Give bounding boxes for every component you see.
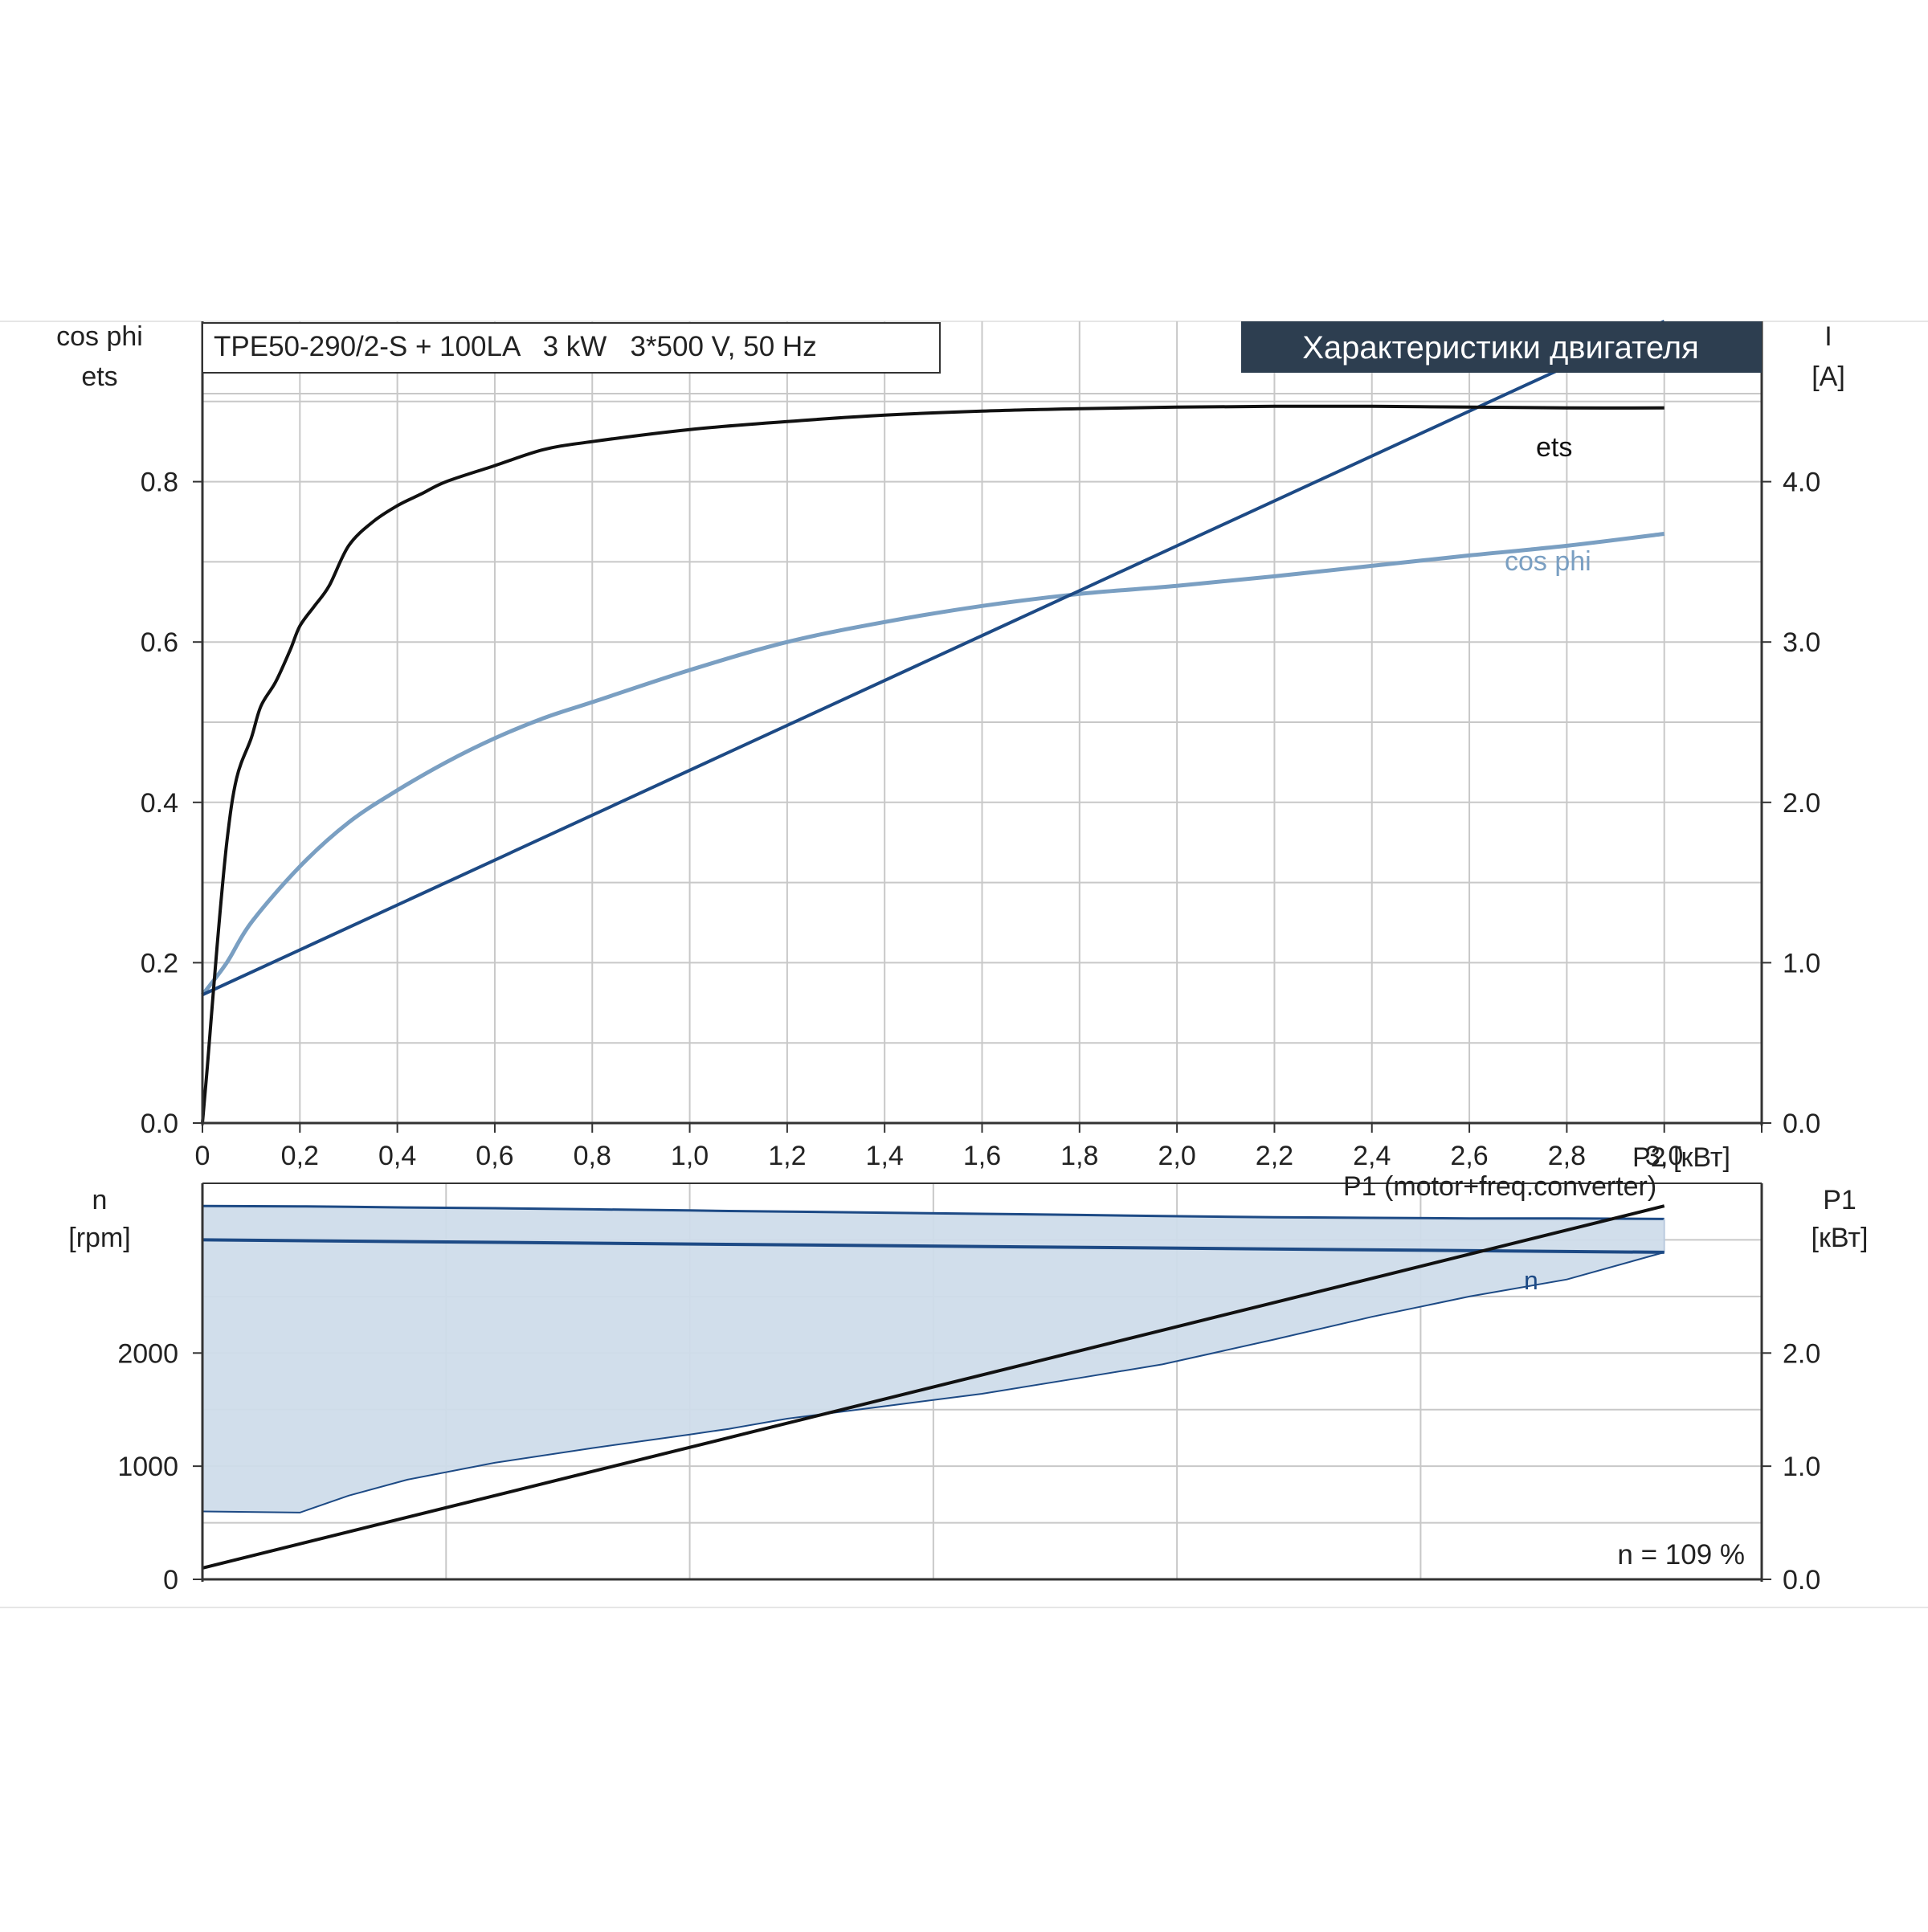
upper-left-axis-label-1: cos phi — [56, 321, 143, 352]
upper-right-tick-label: 4.0 — [1783, 468, 1820, 498]
upper-grid — [202, 321, 1762, 1123]
lower-right-tick-label: 1.0 — [1783, 1452, 1820, 1482]
upper-x-tick-label: 0 — [195, 1141, 210, 1171]
lower-x-axis-label: P1 (motor+freq.converter) — [1343, 1171, 1656, 1202]
upper-x-tick-label: 0,2 — [281, 1141, 319, 1171]
upper-x-tick-label: 1,8 — [1060, 1141, 1098, 1171]
lower-left-axis-label-2: [rpm] — [68, 1223, 130, 1253]
upper-right-tick-label: 2.0 — [1783, 788, 1820, 819]
upper-x-tick-label: 2,2 — [1256, 1141, 1293, 1171]
model-box — [202, 322, 941, 374]
p1-series-line — [202, 1204, 1665, 1570]
cos-phi-series-line — [201, 532, 1665, 996]
upper-left-tick-label: 0.6 — [141, 627, 178, 658]
speed-range-area — [202, 1206, 1665, 1513]
ets-series-line — [201, 404, 1665, 1124]
upper-right-tick-label: 3.0 — [1783, 627, 1820, 658]
upper-x-tick-label: 3,0 — [1645, 1141, 1683, 1171]
cos-phi-series-label: cos phi — [1505, 546, 1591, 577]
upper-right-axis-label-2: [A] — [1812, 361, 1845, 392]
lower-left-tick-label: 1000 — [117, 1452, 178, 1482]
tick-labels: 0 0,2 0,4 0,6 0,8 1,0 1,2 1,4 1,6 1,8 2,0 2,2 2,4 2,6… — [117, 468, 1820, 1595]
upper-x-tick-label: 0,4 — [378, 1141, 416, 1171]
upper-left-tick-label: 0.4 — [141, 788, 178, 819]
upper-left-tick-label: 0.2 — [141, 948, 178, 978]
speed-range-upper-line — [202, 1204, 1665, 1220]
lower-plot-marks — [202, 1204, 1665, 1570]
upper-x-tick-label: 1,0 — [671, 1141, 709, 1171]
lower-right-axis-label-2: [кВт] — [1812, 1223, 1869, 1253]
upper-left-tick-label: 0.0 — [141, 1109, 178, 1139]
ets-series-label: ets — [1536, 432, 1572, 463]
upper-x-tick-label: 2,8 — [1548, 1141, 1586, 1171]
upper-x-tick-label: 0,6 — [476, 1141, 513, 1171]
lower-left-tick-label: 0 — [163, 1565, 178, 1595]
upper-x-tick-label: 2,4 — [1353, 1141, 1391, 1171]
upper-x-tick-label: 1,4 — [866, 1141, 904, 1171]
upper-x-tick-label: 0,8 — [574, 1141, 611, 1171]
upper-right-axis-label-1: I — [1824, 321, 1832, 352]
upper-right-tick-label: 0.0 — [1783, 1109, 1820, 1139]
upper-x-tick-label: 1,6 — [963, 1141, 1001, 1171]
upper-right-tick-label: 1.0 — [1783, 948, 1820, 978]
n-series-line — [202, 1238, 1665, 1254]
upper-left-axis-label-2: ets — [81, 361, 117, 392]
lower-right-axis-label-1: P1 — [1823, 1185, 1857, 1215]
n-series-label: n — [1524, 1266, 1538, 1295]
lower-right-tick-label: 0.0 — [1783, 1565, 1820, 1595]
upper-x-tick-label: 2,6 — [1450, 1141, 1488, 1171]
upper-x-tick-label: 2,0 — [1158, 1141, 1195, 1171]
lower-right-tick-label: 2.0 — [1783, 1338, 1820, 1369]
upper-x-tick-label: 1,2 — [768, 1141, 806, 1171]
upper-left-tick-label: 0.8 — [141, 468, 178, 498]
model-text: TPE50-290/2-S + 100LA 3 kW 3*500 V, 50 H… — [214, 331, 817, 362]
upper-x-axis-label: P2 [кВт] — [1632, 1142, 1730, 1173]
lower-left-axis-label-1: n — [92, 1185, 108, 1215]
plot-frames — [193, 321, 1771, 1582]
chart-title: Характеристики двигателя — [1302, 330, 1699, 366]
title-box — [1241, 321, 1762, 373]
upper-plot-marks — [201, 320, 1665, 1124]
current-series-line — [202, 320, 1665, 997]
speed-annotation: n = 109 % — [1617, 1539, 1745, 1571]
lower-left-tick-label: 2000 — [117, 1338, 178, 1369]
